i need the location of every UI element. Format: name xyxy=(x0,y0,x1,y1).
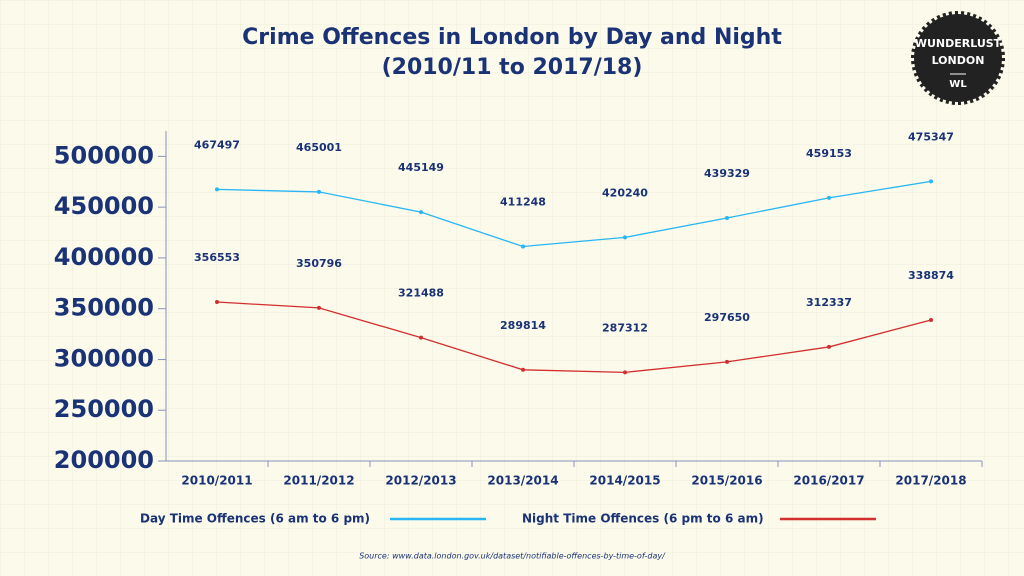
x-tick-label: 2015/2016 xyxy=(691,474,762,488)
x-tick-label: 2014/2015 xyxy=(589,474,660,488)
x-tick-label: 2010/2011 xyxy=(181,474,252,488)
y-tick-label: 200000 xyxy=(54,446,154,474)
legend-label: Night Time Offences (6 pm to 6 am) xyxy=(522,512,764,526)
data-label: 289814 xyxy=(500,319,546,332)
source-note: Source: www.data.london.gov.uk/dataset/n… xyxy=(359,552,666,561)
series-line xyxy=(216,301,932,373)
data-point xyxy=(725,359,729,364)
data-point xyxy=(317,305,321,310)
data-label: 312337 xyxy=(806,296,852,309)
x-tick-label: 2011/2012 xyxy=(283,474,354,488)
data-point xyxy=(521,367,525,372)
badge-text: WL xyxy=(949,79,967,90)
chart-title: Crime Offences in London by Day and Nigh… xyxy=(242,25,782,50)
data-point xyxy=(827,344,831,349)
badge-circle xyxy=(911,11,1005,105)
data-point xyxy=(929,317,933,322)
badge-text: WUNDERLUST xyxy=(915,37,1002,50)
data-point xyxy=(827,195,831,200)
y-tick-label: 450000 xyxy=(54,192,154,220)
chart-subtitle: (2010/11 to 2017/18) xyxy=(382,55,643,80)
data-point xyxy=(215,300,219,305)
data-label: 475347 xyxy=(908,130,954,143)
data-label: 356553 xyxy=(194,251,240,264)
x-tick-label: 2012/2013 xyxy=(385,474,456,488)
data-point xyxy=(419,210,423,215)
badge: WUNDERLUST LONDON WL xyxy=(911,11,1005,105)
data-label: 439329 xyxy=(704,167,750,180)
data-point xyxy=(725,215,729,220)
data-label: 467497 xyxy=(194,138,240,151)
data-label: 297650 xyxy=(704,311,750,324)
x-tick-label: 2013/2014 xyxy=(487,474,558,488)
y-tick-label: 250000 xyxy=(54,395,154,423)
data-label: 321488 xyxy=(398,287,444,300)
x-tick-label: 2017/2018 xyxy=(895,474,966,488)
data-point xyxy=(215,187,219,192)
data-point xyxy=(623,370,627,375)
data-point xyxy=(521,244,525,249)
data-label: 465001 xyxy=(296,141,342,154)
data-label: 411248 xyxy=(500,196,546,209)
data-label: 420240 xyxy=(602,186,648,199)
x-tick-label: 2016/2017 xyxy=(793,474,864,488)
data-label: 445149 xyxy=(398,161,444,174)
legend-label: Day Time Offences (6 am to 6 pm) xyxy=(140,512,370,526)
data-label: 350796 xyxy=(296,257,342,270)
data-point xyxy=(929,179,933,184)
badge-text: LONDON xyxy=(932,54,985,67)
y-tick-label: 350000 xyxy=(54,294,154,322)
data-point xyxy=(317,189,321,194)
data-point xyxy=(623,235,627,240)
data-label: 338874 xyxy=(908,269,954,282)
data-label: 459153 xyxy=(806,147,852,160)
data-label: 287312 xyxy=(602,321,648,334)
data-point xyxy=(419,335,423,340)
y-tick-label: 500000 xyxy=(54,141,154,169)
y-tick-label: 300000 xyxy=(54,344,154,372)
y-tick-label: 400000 xyxy=(54,243,154,271)
series-line xyxy=(216,180,932,248)
